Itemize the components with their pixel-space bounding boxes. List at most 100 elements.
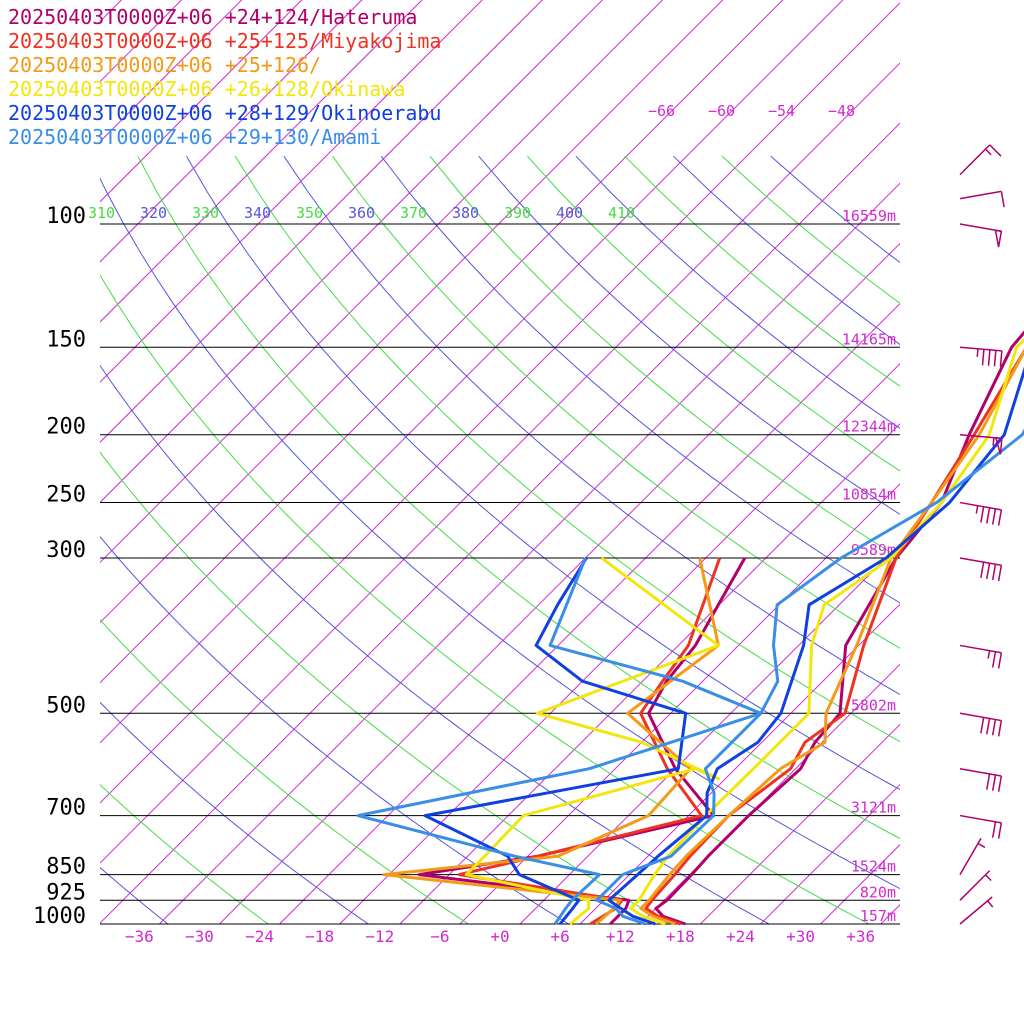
wind-barb-full: [991, 508, 997, 525]
wind-barb-full: [997, 822, 1003, 839]
theta-label: 320: [140, 204, 167, 222]
wind-barb-staff: [959, 501, 1002, 511]
dry-adiabat-line: [332, 155, 900, 649]
wind-barb-staff: [959, 837, 982, 875]
okinawa-dewpoint-line: [464, 556, 720, 926]
pressure-label: 100: [46, 204, 86, 229]
pressure-label: 850: [46, 855, 86, 880]
wind-barb-full: [999, 350, 1003, 367]
wind-barb-half: [975, 505, 979, 514]
wind-barb: [959, 767, 1003, 792]
wind-barb: [959, 346, 1003, 367]
wind-barb-full: [991, 719, 997, 736]
isotherm-line: [100, 0, 363, 263]
pressure-label: 300: [46, 538, 86, 563]
legend-entry: 20250403T0000Z+06 +24+124/Hateruma: [8, 5, 417, 29]
x-tick-label: −24: [245, 927, 274, 946]
wind-barb: [959, 896, 994, 925]
x-tick-label: −36: [125, 927, 154, 946]
wind-barb-full: [997, 720, 1003, 737]
wind-barb: [959, 223, 1003, 248]
legend-entry: 20250403T0000Z+06 +25+125/Miyakojima: [8, 29, 441, 53]
dry-adiabat-line: [673, 155, 900, 346]
dry-adiabat-line: [186, 155, 900, 791]
wind-barb-full: [986, 773, 991, 790]
wind-barb-staff: [959, 190, 1002, 200]
isotherm-line: [100, 0, 243, 143]
wind-barb-half: [992, 437, 995, 446]
theta-label: 400: [556, 204, 583, 222]
wind-barb-full: [997, 652, 1003, 669]
wind-barb-half: [987, 900, 994, 908]
height-label: 3121m: [851, 799, 896, 817]
legend-entry: 20250403T0000Z+06 +25+126/: [8, 53, 321, 77]
pressure-label: 200: [46, 415, 86, 440]
x-tick-labels: −36 −30 −24 −18 −12 −6 +0 +6 +12 +18 +24 +30 +36: [125, 927, 875, 946]
isotherm-line: [880, 904, 900, 924]
height-label: 1524m: [851, 858, 896, 876]
dry-adiabat-line: [100, 701, 370, 924]
pressure-label: 700: [46, 796, 86, 821]
wind-barb-full: [991, 774, 997, 791]
wind-barb: [959, 814, 1003, 839]
wind-barb-half: [984, 874, 992, 882]
wind-barb-full: [991, 651, 997, 668]
pressure-label: 1000: [33, 904, 86, 929]
wind-barb-staff: [959, 223, 1002, 233]
wind-barb: [959, 144, 1002, 176]
theta-label: 310: [88, 204, 115, 222]
dry-adiabat-line: [100, 866, 169, 924]
height-label: 5802m: [851, 696, 896, 714]
isotherm-line: [579, 603, 900, 924]
wind-barbs: [959, 144, 1005, 925]
wind-barb-full: [997, 565, 1003, 582]
wind-barb: [959, 644, 1003, 669]
isotherm-line: [279, 302, 900, 924]
dry-adiabat-line: [100, 364, 771, 924]
okinoerabu-temperature-line: [607, 366, 1024, 926]
dry-adiabat-line: [429, 155, 900, 559]
height-labels: 16559m14165m12344m10854m9589m5802m3121m1…: [842, 207, 896, 925]
isotherm-line: [459, 483, 900, 924]
top-isotherm-label: −60: [708, 102, 735, 120]
top-isotherm-label: −66: [648, 102, 675, 120]
wind-barb-half: [984, 148, 992, 156]
isotherm-line: [1001, 0, 1024, 924]
wind-barb-full: [986, 718, 991, 735]
wind-barb-full: [1000, 191, 1005, 208]
wind-barb-full: [986, 507, 991, 524]
height-label: 157m: [860, 907, 896, 925]
legend-entry: 20250403T0000Z+06 +29+130/Amami: [8, 125, 381, 149]
isotherm-line: [100, 0, 483, 383]
wind-barb-staff: [959, 433, 1002, 440]
x-tick-label: +18: [666, 927, 695, 946]
wind-barb: [959, 501, 1003, 526]
theta-label: 360: [348, 204, 375, 222]
x-tick-label: +30: [786, 927, 815, 946]
wind-barb-flag: [994, 229, 1003, 248]
theta-label: 350: [296, 204, 323, 222]
wind-barb-half: [987, 650, 991, 659]
wind-barb: [959, 712, 1003, 737]
wind-barb-full: [991, 821, 997, 838]
x-tick-label: +12: [606, 927, 635, 946]
wind-barb-staff: [959, 144, 991, 176]
theta-label: 380: [452, 204, 479, 222]
x-tick-label: +36: [846, 927, 875, 946]
wind-barb-full: [993, 350, 997, 367]
pressure-label: 150: [46, 327, 86, 352]
height-label: 16559m: [842, 207, 896, 225]
legend-entry: 20250403T0000Z+06 +26+128/Okinawa: [8, 77, 405, 101]
x-tick-label: −30: [185, 927, 214, 946]
isotherm-line: [639, 663, 900, 924]
isotherm-line: [700, 723, 900, 924]
wind-barb: [959, 837, 986, 875]
wind-barb: [959, 557, 1003, 582]
isotherm-line: [100, 0, 423, 323]
wind-barb-staff: [959, 346, 1002, 352]
pressure-label: 250: [46, 483, 86, 508]
wind-barb-full: [980, 717, 985, 734]
wind-barb-full: [997, 775, 1003, 792]
